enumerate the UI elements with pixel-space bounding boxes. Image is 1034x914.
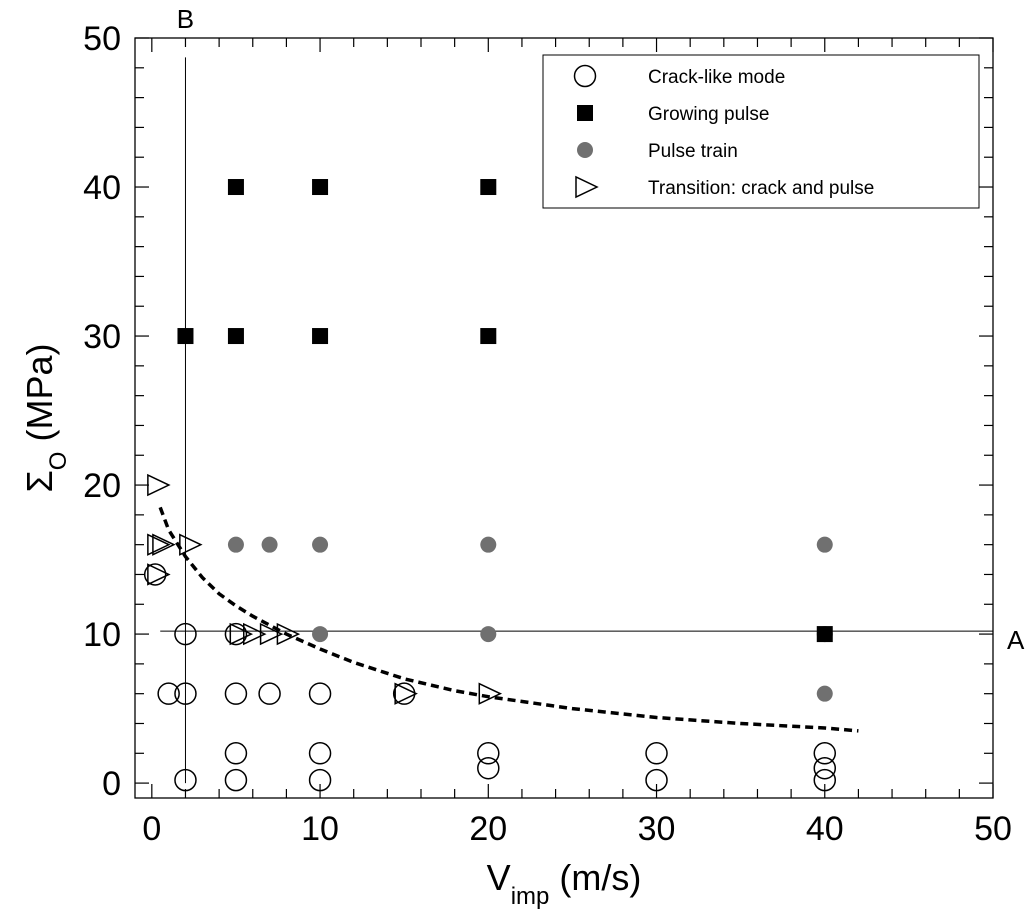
data-point — [308, 768, 332, 792]
data-point — [480, 328, 497, 345]
data-point — [227, 536, 244, 553]
legend-label: Crack-like mode — [648, 67, 785, 88]
data-point — [308, 742, 332, 765]
y-tick-label: 20 — [83, 467, 121, 505]
data-point — [224, 622, 248, 646]
legend-label: Pulse train — [648, 141, 738, 162]
data-point — [312, 536, 329, 553]
data-point — [276, 622, 301, 646]
x-tick-label: 40 — [806, 810, 844, 848]
reference-line-label: B — [177, 4, 194, 34]
legend-marker — [577, 105, 593, 121]
data-point — [177, 328, 194, 345]
data-point — [174, 768, 197, 792]
data-point — [179, 533, 203, 556]
x-axis-title: Vimp (m/s) — [487, 857, 642, 910]
data-point — [308, 682, 332, 705]
data-point — [224, 742, 248, 765]
data-point — [152, 533, 176, 556]
data-point — [261, 536, 278, 553]
legend-marker — [575, 175, 599, 199]
y-tick-label: 10 — [83, 616, 121, 654]
reference-line-label: A — [1007, 625, 1025, 655]
x-tick-label: 20 — [469, 810, 507, 848]
legend-label: Transition: crack and pulse — [648, 178, 874, 199]
data-point — [227, 328, 244, 345]
y-tick-label: 0 — [102, 765, 121, 803]
data-point — [174, 622, 197, 646]
x-tick-label: 50 — [974, 810, 1012, 848]
data-point — [645, 768, 668, 792]
data-point — [480, 179, 497, 196]
data-point — [224, 682, 248, 705]
data-point — [477, 742, 500, 765]
data-point — [813, 756, 837, 780]
y-axis-title: ΣO (MPa) — [19, 344, 72, 493]
data-point — [480, 626, 497, 643]
data-point — [394, 682, 418, 705]
x-tick-label: 0 — [142, 810, 161, 848]
x-tick-label: 30 — [638, 810, 676, 848]
data-point — [478, 682, 503, 705]
data-point — [243, 622, 267, 646]
legend-marker — [577, 142, 593, 158]
data-point — [147, 533, 171, 556]
data-point — [816, 536, 833, 553]
plot-frame — [134, 37, 994, 799]
x-tick-label: 10 — [301, 810, 339, 848]
legend-box — [542, 54, 980, 209]
fit-curve — [158, 506, 859, 733]
legend-label: Growing pulse — [648, 104, 769, 125]
data-point — [477, 756, 500, 780]
data-point — [816, 626, 833, 643]
data-point — [645, 742, 668, 765]
y-tick-label: 30 — [83, 318, 121, 356]
data-point — [224, 768, 248, 792]
data-point — [312, 328, 329, 345]
data-point — [259, 622, 284, 646]
data-point — [157, 682, 180, 705]
y-tick-label: 50 — [83, 20, 121, 58]
data-point — [312, 179, 329, 196]
data-point — [816, 685, 833, 702]
legend-marker — [573, 64, 597, 88]
data-point — [480, 536, 497, 553]
data-point — [147, 473, 171, 497]
data-point — [227, 179, 244, 196]
data-point — [147, 563, 171, 586]
y-tick-label: 40 — [83, 169, 121, 207]
data-point — [813, 768, 837, 792]
data-point — [229, 622, 254, 646]
data-point — [312, 626, 329, 643]
data-point — [143, 563, 167, 586]
data-point — [813, 742, 837, 765]
data-point — [258, 682, 281, 705]
data-point — [174, 682, 197, 705]
